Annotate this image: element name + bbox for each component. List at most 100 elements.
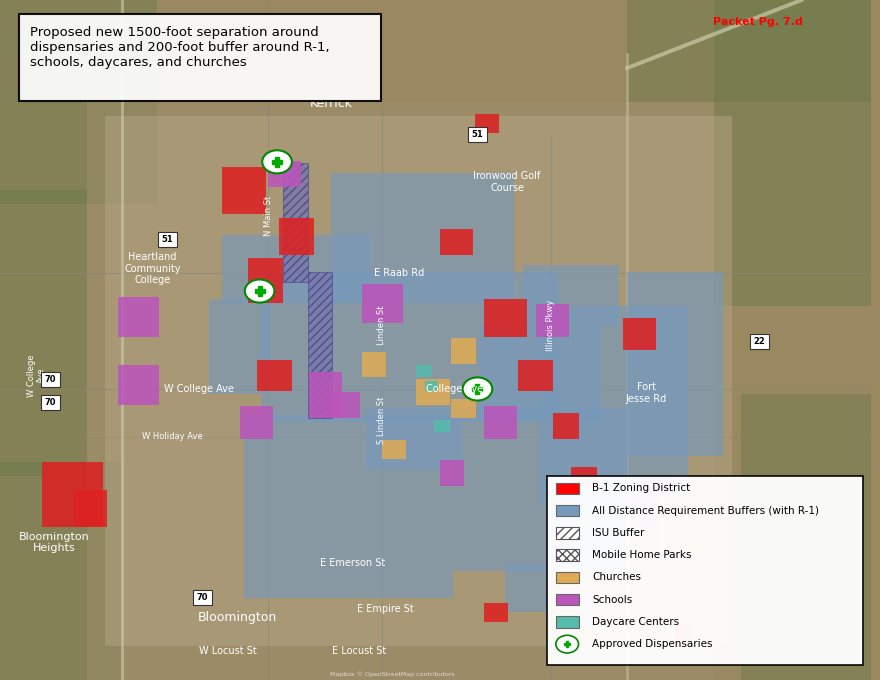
Bar: [556, 594, 578, 605]
Bar: [416, 365, 432, 377]
Bar: [483, 406, 517, 439]
Text: Churches: Churches: [592, 573, 642, 582]
Circle shape: [245, 279, 275, 303]
Text: W Holiday Ave: W Holiday Ave: [143, 432, 203, 441]
Text: Linden St: Linden St: [378, 305, 386, 345]
Bar: [326, 392, 360, 418]
Bar: [0, 0, 157, 204]
Bar: [0, 462, 122, 680]
Text: 70: 70: [196, 592, 208, 602]
Bar: [440, 229, 473, 255]
Text: 22: 22: [754, 337, 766, 346]
Bar: [475, 114, 499, 133]
Bar: [248, 258, 283, 303]
Bar: [118, 365, 159, 405]
Bar: [554, 413, 579, 439]
Bar: [239, 406, 273, 439]
Text: Approved Dispensaries: Approved Dispensaries: [592, 639, 713, 649]
Bar: [556, 572, 578, 583]
Text: Mobile Home Parks: Mobile Home Parks: [592, 550, 692, 560]
Bar: [41, 395, 60, 410]
Circle shape: [463, 377, 492, 401]
Text: W Locust St: W Locust St: [200, 647, 257, 656]
Bar: [0, 190, 87, 476]
Bar: [87, 102, 715, 680]
Circle shape: [262, 150, 292, 173]
Bar: [42, 462, 103, 527]
Bar: [283, 163, 307, 282]
Text: 51: 51: [161, 235, 173, 244]
Text: 70: 70: [45, 398, 56, 407]
Text: Ironwood Golf
Course: Ironwood Golf Course: [473, 171, 540, 193]
Text: B-1 Zoning District: B-1 Zoning District: [592, 483, 691, 494]
Bar: [451, 399, 476, 418]
Bar: [257, 360, 292, 391]
Bar: [675, 624, 691, 643]
Bar: [222, 167, 266, 214]
Bar: [193, 590, 212, 605]
Bar: [657, 496, 717, 554]
Text: Illinois Pkwy: Illinois Pkwy: [546, 299, 555, 351]
Text: Schools: Schools: [592, 594, 633, 605]
Bar: [480, 326, 601, 422]
Bar: [570, 467, 597, 486]
Bar: [434, 420, 450, 432]
Bar: [244, 415, 453, 598]
Bar: [209, 299, 270, 394]
Bar: [453, 408, 627, 571]
Bar: [362, 352, 386, 377]
Bar: [118, 297, 159, 337]
Bar: [741, 394, 871, 680]
Bar: [523, 265, 619, 326]
Bar: [268, 161, 302, 187]
Text: E Emerson St: E Emerson St: [320, 558, 385, 568]
Text: 51: 51: [472, 130, 483, 139]
Bar: [627, 0, 871, 102]
Bar: [416, 379, 450, 405]
Text: Bloomington: Bloomington: [197, 611, 276, 624]
Text: W College Ave: W College Ave: [164, 384, 233, 394]
Bar: [105, 116, 732, 646]
Text: N Main St: N Main St: [264, 196, 273, 237]
Bar: [627, 272, 723, 456]
Bar: [556, 505, 578, 517]
Text: W College
Ave: W College Ave: [27, 354, 47, 396]
Bar: [307, 272, 332, 418]
Bar: [331, 173, 514, 303]
Bar: [451, 338, 476, 364]
Bar: [362, 284, 403, 323]
Bar: [483, 603, 508, 622]
Text: Kerrick: Kerrick: [310, 97, 353, 110]
Bar: [750, 334, 769, 349]
Bar: [556, 616, 578, 628]
Bar: [19, 14, 381, 101]
Bar: [382, 440, 406, 459]
Bar: [505, 564, 549, 612]
Bar: [158, 232, 177, 247]
Bar: [366, 408, 462, 469]
Text: E Empire St: E Empire St: [356, 604, 414, 613]
Text: Mapbox © OpenStreetMap contributors: Mapbox © OpenStreetMap contributors: [330, 672, 454, 677]
Bar: [468, 127, 487, 142]
Text: All Distance Requirement Buffers (with R-1): All Distance Requirement Buffers (with R…: [592, 506, 819, 515]
Bar: [518, 360, 554, 391]
Text: College Ave: College Ave: [426, 384, 483, 394]
Text: 70: 70: [45, 375, 56, 384]
Circle shape: [556, 635, 578, 653]
Text: Daycare Centers: Daycare Centers: [592, 617, 679, 627]
Bar: [540, 306, 688, 503]
Text: E Locust St: E Locust St: [332, 647, 386, 656]
Text: S Linden St: S Linden St: [378, 396, 386, 444]
Bar: [556, 549, 578, 561]
Text: Bloomington
Heights: Bloomington Heights: [18, 532, 90, 554]
Text: Proposed new 1500-foot separation around
dispensaries and 200-foot buffer around: Proposed new 1500-foot separation around…: [30, 26, 329, 69]
Bar: [425, 381, 438, 391]
Bar: [41, 372, 60, 387]
Bar: [556, 527, 578, 539]
Bar: [632, 476, 673, 527]
Bar: [261, 272, 558, 422]
Bar: [483, 299, 527, 337]
Text: E Raab Rd: E Raab Rd: [374, 269, 424, 278]
Bar: [309, 372, 342, 418]
Bar: [675, 535, 691, 554]
